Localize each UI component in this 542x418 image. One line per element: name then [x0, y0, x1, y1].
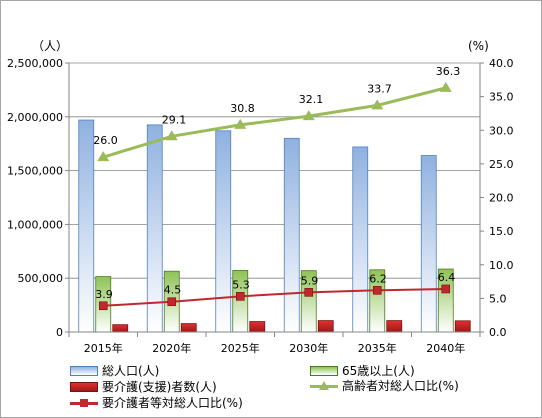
line-point	[97, 151, 110, 162]
legend-label-care-ratio: 要介護者等対総人口比(%)	[102, 396, 243, 410]
line-point	[98, 301, 108, 311]
line-series	[97, 81, 452, 311]
line-point	[372, 286, 382, 295]
line-point	[235, 292, 245, 301]
legend-item-care-ratio: 要介護者等対総人口比(%)	[70, 394, 243, 411]
line-point	[304, 288, 314, 297]
right-axis-tick-label: 0.0	[489, 326, 507, 339]
x-axis-tick-label: 2035年	[358, 341, 397, 355]
bar	[317, 320, 334, 333]
line-point	[371, 99, 384, 110]
legend-item-elderly-ratio: 高齢者対総人口比(%)	[310, 377, 459, 394]
data-label: 29.1	[162, 113, 187, 126]
bar	[112, 324, 129, 333]
data-label: 6.4	[438, 271, 456, 284]
line-point	[439, 81, 452, 92]
x-axis-tick-label: 2025年	[221, 341, 260, 355]
bars	[78, 119, 471, 333]
line-point	[167, 297, 177, 307]
bar	[352, 146, 369, 333]
left-axis-tick-label: 2,500,000	[7, 57, 63, 70]
legend-swatch-total	[70, 365, 98, 376]
right-axis-tick-label: 25.0	[489, 158, 514, 171]
x-axis-tick-label: 2015年	[84, 341, 123, 355]
line-point	[165, 130, 178, 141]
right-axis-tick-label: 5.0	[489, 292, 507, 305]
legend-label-care: 要介護(支援)者数(人)	[102, 380, 217, 394]
legend-label-65plus: 65歳以上(人)	[342, 364, 415, 378]
legend-item-total: 総人口(人)	[70, 362, 159, 379]
x-axis-tick-label: 2040年	[426, 341, 465, 355]
legend-swatch-care-ratio	[70, 397, 98, 409]
data-label: 6.2	[369, 272, 387, 285]
bar	[215, 130, 232, 333]
left-axis-unit: （人）	[32, 39, 68, 53]
bar	[386, 320, 403, 333]
data-label: 33.7	[367, 82, 392, 95]
bar	[249, 321, 266, 333]
left-axis-tick-label: 500,000	[18, 272, 64, 285]
line-point	[234, 118, 247, 129]
axes: 0 500,000 1,000,000 1,500,000 2,000,000 2,500…	[7, 57, 513, 355]
x-axis-tick-label: 2030年	[289, 341, 328, 355]
bar	[146, 124, 163, 333]
legend-item-care: 要介護(支援)者数(人)	[70, 378, 217, 395]
left-axis-tick-label: 1,000,000	[7, 218, 63, 231]
legend-label-elderly-ratio: 高齢者対総人口比(%)	[342, 379, 459, 393]
data-label: 3.9	[95, 288, 113, 301]
bar	[454, 320, 471, 333]
right-axis-tick-label: 30.0	[489, 124, 514, 137]
left-axis-tick-label: 0	[56, 326, 63, 339]
data-label: 32.1	[299, 93, 324, 106]
bar	[180, 323, 197, 333]
legend-swatch-care	[70, 381, 98, 392]
data-labels: 26.0 29.1 30.8 32.1 33.7 36.3 3.9 4.5 5.3 5.9 6.2 6…	[93, 65, 460, 301]
data-label: 5.9	[301, 274, 319, 287]
right-axis-tick-label: 35.0	[489, 91, 514, 104]
series-line	[102, 86, 447, 159]
data-label: 26.0	[93, 134, 118, 147]
x-axis-tick-label: 2020年	[152, 341, 191, 355]
legend-swatch-elderly-ratio	[310, 380, 338, 392]
data-label: 4.5	[164, 284, 182, 297]
left-axis-tick-label: 2,000,000	[7, 111, 63, 124]
line-point	[441, 284, 451, 294]
right-axis-tick-label: 20.0	[489, 192, 514, 205]
left-axis-tick-label: 1,500,000	[7, 165, 63, 178]
data-label: 5.3	[232, 278, 250, 291]
legend-item-65plus: 65歳以上(人)	[310, 362, 415, 379]
legend-label-total: 総人口(人)	[102, 364, 160, 378]
right-axis-tick-label: 15.0	[489, 225, 514, 238]
data-label: 30.8	[230, 102, 255, 115]
right-axis-tick-label: 10.0	[489, 259, 514, 272]
line-point	[302, 110, 315, 121]
right-axis-tick-label: 40.0	[489, 57, 514, 70]
right-axis-unit: (%)	[468, 39, 489, 53]
data-label: 36.3	[436, 65, 461, 78]
gridlines	[69, 62, 480, 279]
bar	[420, 155, 437, 333]
legend-swatch-65plus	[310, 365, 338, 376]
bar	[283, 137, 300, 333]
bar	[78, 119, 95, 333]
series-line	[103, 287, 446, 307]
